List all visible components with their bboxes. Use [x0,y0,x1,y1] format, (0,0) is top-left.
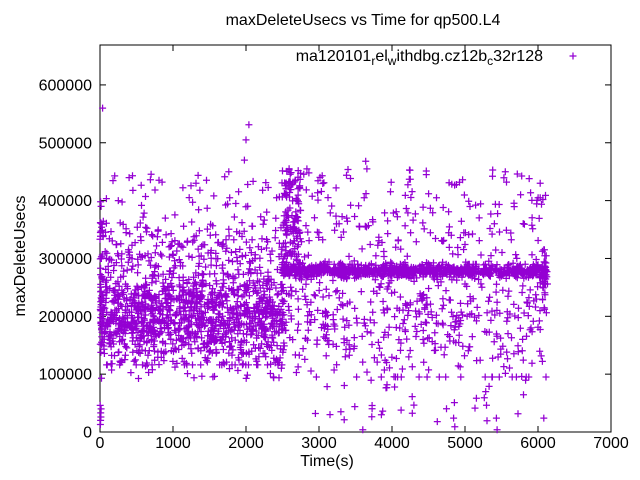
legend-label-segment: 32r128 [493,48,543,65]
x-tick-label: 5000 [447,435,483,452]
scatter-points [96,104,551,434]
x-tick-label: 1000 [155,435,191,452]
x-tick-label: 6000 [520,435,556,452]
x-tick-label: 0 [96,435,105,452]
x-tick-label: 2000 [228,435,264,452]
x-axis-label: Time(s) [300,453,354,470]
y-tick-label: 400000 [39,193,92,210]
y-tick-label: 300000 [39,251,92,268]
y-tick-label: 600000 [39,77,92,94]
y-tick-label: 200000 [39,309,92,326]
legend-label: ma120101relwithdbg.cz12bc32r128 [296,48,543,68]
legend: ma120101relwithdbg.cz12bc32r128 [296,48,577,68]
legend-label-segment: el [375,48,387,65]
legend-label-subscript: r [371,54,375,68]
x-tick-label: 7000 [593,435,629,452]
y-tick-label: 0 [83,425,92,442]
plot-border [99,44,612,433]
y-axis-ticks: 0 100000 200000 300000 400000 500000 600000 [39,77,611,442]
y-axis-label: maxDeleteUsecs [12,196,29,317]
y-tick-label: 500000 [39,135,92,152]
x-axis-ticks: 0 1000 2000 3000 4000 5000 6000 7000 [96,45,629,452]
x-tick-label: 3000 [301,435,337,452]
legend-label-subscript: w [387,54,397,68]
legend-label-segment: ithdbg.cz12b [396,48,487,65]
scatter-series [96,104,551,434]
legend-label-segment: ma120101 [296,48,372,65]
y-tick-label: 100000 [39,367,92,384]
chart-title: maxDeleteUsecs vs Time for qp500.L4 [226,12,501,29]
legend-plus-marker-icon [569,52,577,60]
legend-label-subscript: c [487,54,493,68]
x-tick-label: 4000 [374,435,410,452]
